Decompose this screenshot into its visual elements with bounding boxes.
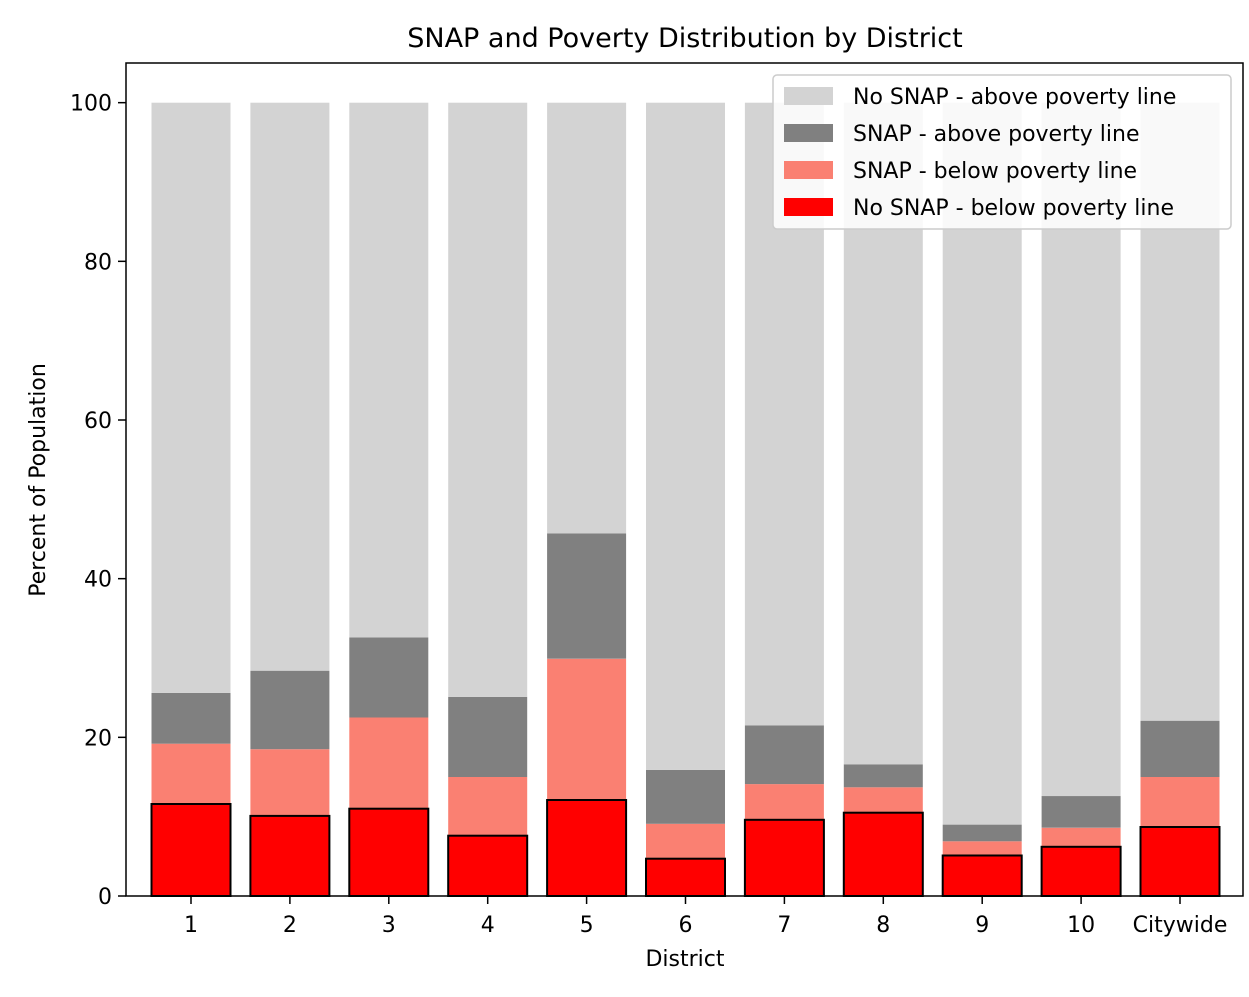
bars-layer	[150, 102, 1221, 898]
y-tick-label: 0	[98, 885, 112, 910]
bar-segment	[448, 777, 528, 836]
legend-swatch	[784, 124, 833, 142]
bar-segment	[744, 725, 824, 785]
bar-segment	[249, 814, 331, 898]
y-tick-label: 40	[84, 568, 112, 593]
bar-segment	[349, 717, 429, 809]
bar-segment	[151, 102, 231, 693]
bar-segment	[448, 102, 528, 697]
y-axis: 0 20 40 60 80 100	[70, 92, 126, 910]
y-tick-label: 100	[70, 92, 112, 117]
x-tick-label: 6	[679, 913, 693, 938]
x-tick-label: 10	[1067, 913, 1095, 938]
x-tick-label: 2	[283, 913, 297, 938]
x-tick-label: 1	[184, 913, 198, 938]
x-tick-label: 4	[481, 913, 495, 938]
bar-segment	[744, 784, 824, 820]
bar-segment	[645, 857, 726, 898]
bar-segment	[150, 803, 232, 897]
bar-segment	[942, 824, 1022, 842]
bar-segment	[448, 696, 528, 777]
bar-segment	[646, 769, 725, 824]
bar-segment	[842, 811, 924, 898]
legend-swatch	[784, 87, 833, 105]
x-tick-label: 9	[975, 913, 989, 938]
legend-swatch	[784, 198, 833, 216]
legend-swatch	[784, 161, 833, 179]
legend-label: No SNAP - above poverty line	[853, 85, 1176, 110]
bar-segment	[547, 658, 627, 800]
bar-segment	[942, 841, 1022, 856]
bar-segment	[941, 854, 1023, 897]
y-axis-label: Percent of Population	[26, 363, 51, 597]
x-tick-label: 8	[876, 913, 890, 938]
bar-segment	[151, 692, 231, 744]
legend-box	[772, 74, 1232, 230]
plot-frame	[125, 62, 1244, 897]
y-tick-label: 20	[84, 726, 112, 751]
bar-segment	[349, 102, 429, 638]
x-tick-label: 5	[580, 913, 594, 938]
bar-segment	[547, 533, 627, 659]
y-tick-label: 80	[84, 250, 112, 275]
bar-segment	[1041, 796, 1121, 828]
x-axis-label: District	[645, 947, 724, 972]
bar-segment	[743, 818, 825, 897]
bar-segment	[250, 670, 330, 750]
bar-segment	[1140, 777, 1220, 827]
x-tick-label: Citywide	[1133, 913, 1228, 938]
bar-segment	[1041, 827, 1121, 847]
bar-segment	[546, 799, 628, 897]
chart-title: SNAP and Poverty Distribution by Distric…	[407, 23, 963, 54]
bar-segment	[547, 102, 627, 534]
x-axis: 1 2 3 4 5 6 7 8 9 10 Citywide	[184, 896, 1227, 938]
bar-segment	[447, 834, 529, 898]
bar-segment	[843, 787, 923, 813]
bar-segment	[646, 823, 725, 859]
x-tick-label: 7	[777, 913, 791, 938]
bar-segment	[1139, 826, 1221, 897]
bar-segment	[349, 637, 429, 718]
bar-segment	[250, 102, 330, 671]
bar-segment	[646, 102, 725, 770]
legend: No SNAP - above poverty line SNAP - above…	[772, 74, 1232, 230]
legend-label: No SNAP - below poverty line	[853, 196, 1174, 221]
bar-segment	[1040, 845, 1122, 897]
bar-segment	[1140, 720, 1220, 777]
bar-segment	[843, 764, 923, 788]
legend-label: SNAP - above poverty line	[853, 122, 1139, 147]
bar-segment	[250, 749, 330, 816]
x-tick-label: 3	[382, 913, 396, 938]
y-tick-label: 60	[84, 409, 112, 434]
legend-label: SNAP - below poverty line	[853, 159, 1137, 184]
bar-segment	[348, 807, 430, 898]
bar-segment	[151, 743, 231, 804]
